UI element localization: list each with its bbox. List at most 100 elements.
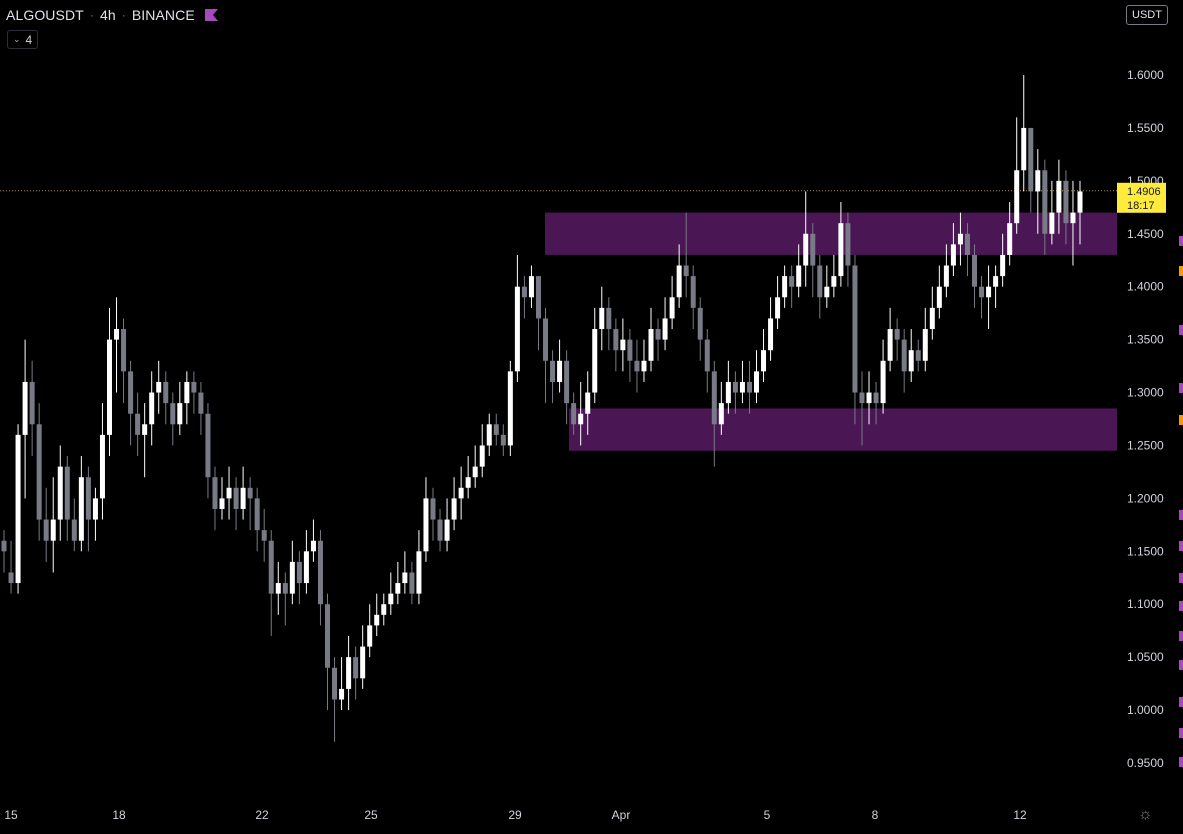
candle-body [85,477,91,520]
candle [957,212,963,266]
candle [986,265,992,330]
candle [887,307,893,372]
gear-icon[interactable]: ☼ [1138,806,1153,823]
price-tick-label: 1.3000 [1127,386,1164,400]
price-axis[interactable]: 1.60001.55001.50001.45001.40001.35001.30… [1127,68,1164,770]
time-axis[interactable]: 15 18 22 25 29 Apr 5 8 12 [4,808,1027,822]
candle [1014,117,1020,234]
candle-body [500,434,506,446]
candle-body [550,360,556,382]
price-marker [1179,728,1183,738]
candle-body [261,530,267,541]
candle [254,487,260,552]
candle [613,318,619,372]
candle-body [620,339,626,351]
candle-body [1056,180,1062,213]
candle [697,297,703,361]
candle-body [922,329,928,361]
candle [1070,180,1076,266]
price-tick-label: 1.1000 [1127,597,1164,611]
candle-body [92,498,98,520]
price-marker [1179,510,1183,520]
candle-body [170,403,176,425]
candle-body [732,381,738,393]
candle-body [592,329,598,393]
indicators-toggle-button[interactable]: ⌄ 4 [7,30,39,49]
support-zone[interactable] [569,408,1117,451]
price-tick-label: 1.6000 [1127,68,1164,82]
candle [950,223,956,277]
candle [219,477,225,520]
candle [606,297,612,351]
candle [402,551,408,594]
candle-body [943,265,949,287]
candle-body [198,392,204,414]
candle-body [78,477,84,541]
candle-body [142,424,148,435]
candle [810,223,816,298]
candle [535,276,541,351]
price-marker [1179,415,1183,425]
price-marker [1179,325,1183,335]
candle [64,456,70,541]
candle-body [275,583,281,594]
candle-body [346,657,352,689]
price-marker [1179,697,1183,707]
candle-body [332,667,338,700]
candle [184,371,190,425]
candle-body [437,519,443,541]
candle [662,297,668,351]
candle [121,318,127,404]
candle-body [367,625,373,647]
candle-body [1035,170,1041,192]
candle-body [789,276,795,287]
candle-body [873,392,879,404]
candle-body [289,561,295,594]
candle-body [697,307,703,340]
candle [346,635,352,711]
currency-button[interactable]: USDT [1126,5,1168,25]
candle [156,360,162,414]
candle [416,530,422,605]
candle-body [1063,180,1069,224]
candle-body [114,329,120,340]
candle [1042,159,1048,255]
candle-body [746,381,752,393]
candle [943,244,949,298]
candle [768,297,774,361]
candle [275,561,281,615]
candle-body [571,403,577,425]
candle-body [254,498,260,531]
candle [641,339,647,382]
candle-body [360,646,366,679]
candle [894,318,900,361]
candle [339,657,345,711]
candle [240,466,246,520]
candle [205,403,211,499]
candle [289,540,295,605]
candle-body [416,551,422,594]
candle [627,329,633,382]
candle [599,286,605,351]
candle [1007,202,1013,266]
candle [521,276,527,319]
flag-icon[interactable] [204,9,218,21]
candle-body [423,498,429,552]
candle [796,244,802,298]
candle [782,265,788,308]
time-tick-label: 25 [364,808,378,822]
candle-body [339,688,345,700]
indicator-count: 4 [25,32,33,47]
candle-body [1014,170,1020,224]
candle-body [535,276,541,319]
candle [761,329,767,382]
resistance-zone[interactable] [545,212,1117,255]
symbol-legend[interactable]: ALGOUSDT · 4h · BINANCE [6,6,218,24]
candle [845,212,851,287]
candle-body [191,381,197,393]
candle [50,477,56,573]
candle [669,276,675,330]
candle [592,307,598,404]
candle-body [310,540,316,552]
